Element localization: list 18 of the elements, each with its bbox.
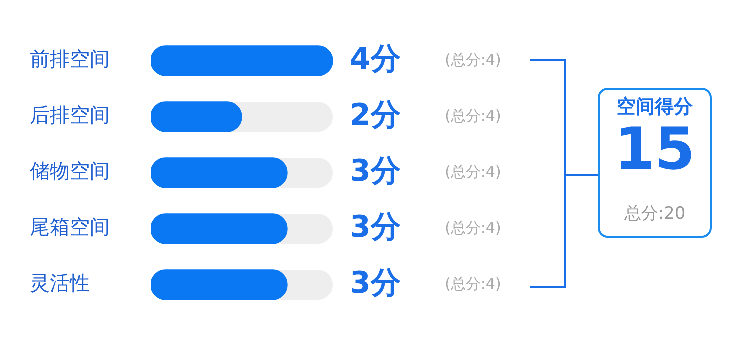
text: 总分:20 [623,204,687,224]
text: 空间得分 [616,96,694,118]
y-tick-label: 尾箱空间 [30,215,110,240]
y-tick-label: 后排空间 [30,103,110,128]
y-tick-label: 前排空间 [30,47,110,72]
text: (总分:4) [445,274,502,293]
data-label: 3分 [350,266,401,301]
data-label: 2分 [350,98,401,133]
data-label: 3分 [350,210,401,245]
text: (总分:4) [445,50,502,69]
y-tick-label: 储物空间 [30,159,110,184]
text: (总分:4) [445,162,502,181]
text: 15 [614,115,696,183]
text: (总分:4) [445,106,502,125]
data-label: 3分 [350,154,401,189]
text: (总分:4) [445,218,502,237]
y-tick-label: 灵活性 [30,271,90,296]
data-label: 4分 [350,42,401,77]
